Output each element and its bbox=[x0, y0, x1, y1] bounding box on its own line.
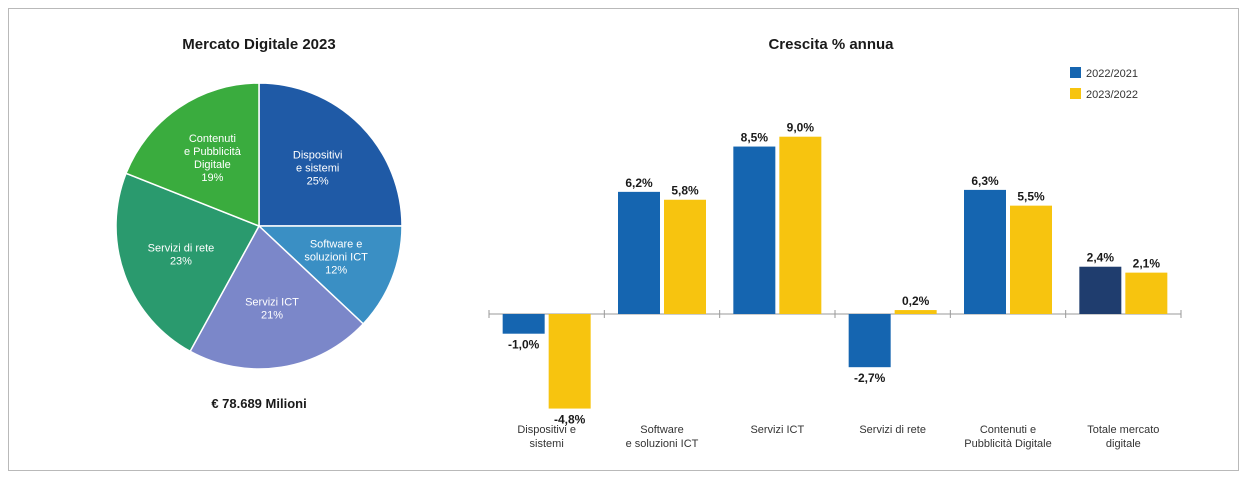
bar-series-1 bbox=[848, 314, 891, 368]
bar-value-label: 6,3% bbox=[971, 174, 999, 188]
bar-value-label: -1,0% bbox=[508, 338, 540, 352]
bar-series-2 bbox=[664, 199, 706, 314]
bar-value-label: 0,2% bbox=[902, 294, 930, 308]
bar-value-label: 5,5% bbox=[1017, 190, 1045, 204]
bar-value-label: 9,0% bbox=[787, 121, 815, 135]
bar-series-1 bbox=[1079, 266, 1122, 314]
legend-label: 2023/2022 bbox=[1086, 89, 1138, 101]
bar-series-2 bbox=[1125, 272, 1168, 314]
category-label: Contenuti e Pubblicità Digitale bbox=[964, 424, 1051, 450]
bar-chart: -1,0% -4,8%Dispositivi e sistemi 6,2% 5,8% So… bbox=[488, 121, 1182, 450]
bar-value-label: -2,7% bbox=[854, 371, 886, 385]
pie-slice bbox=[258, 82, 403, 227]
chart-svg: Mercato Digitale 2023 Dispositivi e siste… bbox=[115, 36, 1182, 450]
bar-series-2 bbox=[548, 314, 591, 409]
bar-chart-title: Crescita % annua bbox=[768, 36, 894, 53]
legend-swatch bbox=[1070, 88, 1081, 99]
bar-value-label: 6,2% bbox=[625, 176, 653, 190]
pie-slice bbox=[115, 172, 261, 353]
chart-legend: 2022/2021 2023/2022 bbox=[1070, 67, 1138, 101]
pie-slice-label: Servizi di rete 23% bbox=[148, 243, 215, 268]
bar-series-1 bbox=[618, 191, 660, 314]
pie-slice-label: Dispositivi e sistemi 25% bbox=[293, 149, 343, 187]
category-label: Dispositivi e sistemi bbox=[517, 424, 576, 450]
legend-swatch bbox=[1070, 67, 1081, 78]
pie-slice bbox=[257, 225, 403, 325]
pie-chart: Dispositivi e sistemi 25% Software e soluzio… bbox=[115, 82, 403, 370]
pie-slice bbox=[189, 224, 365, 370]
bar-value-label: -4,8% bbox=[554, 413, 586, 427]
pie-slice-label: Servizi ICT 21% bbox=[245, 296, 299, 321]
pie-slice-label: Software e soluzioni ICT 12% bbox=[304, 239, 368, 277]
bar-series-1 bbox=[733, 146, 776, 314]
category-label: Software e soluzioni ICT bbox=[626, 424, 699, 450]
bar-value-label: 8,5% bbox=[741, 131, 769, 145]
legend-label: 2022/2021 bbox=[1086, 68, 1138, 80]
bar-series-2 bbox=[1010, 205, 1052, 314]
bar-value-label: 2,1% bbox=[1133, 257, 1161, 271]
category-label: Totale mercato digitale bbox=[1087, 424, 1159, 450]
category-label: Servizi ICT bbox=[750, 424, 804, 436]
category-label: Servizi di rete bbox=[859, 424, 926, 436]
bar-series-2 bbox=[779, 136, 822, 314]
bar-value-label: 2,4% bbox=[1087, 251, 1115, 265]
bar-series-1 bbox=[502, 314, 545, 334]
pie-slice-label: Contenuti e Pubblicità Digitale 19% bbox=[184, 133, 242, 184]
market-total-label: € 78.689 Milioni bbox=[211, 396, 306, 411]
bar-value-label: 5,8% bbox=[671, 184, 699, 198]
chart-frame: Mercato Digitale 2023 Dispositivi e siste… bbox=[8, 8, 1239, 471]
pie-chart-title: Mercato Digitale 2023 bbox=[182, 36, 335, 53]
bar-series-2 bbox=[894, 310, 937, 314]
pie-slice bbox=[125, 82, 260, 228]
bar-series-1 bbox=[964, 189, 1006, 314]
